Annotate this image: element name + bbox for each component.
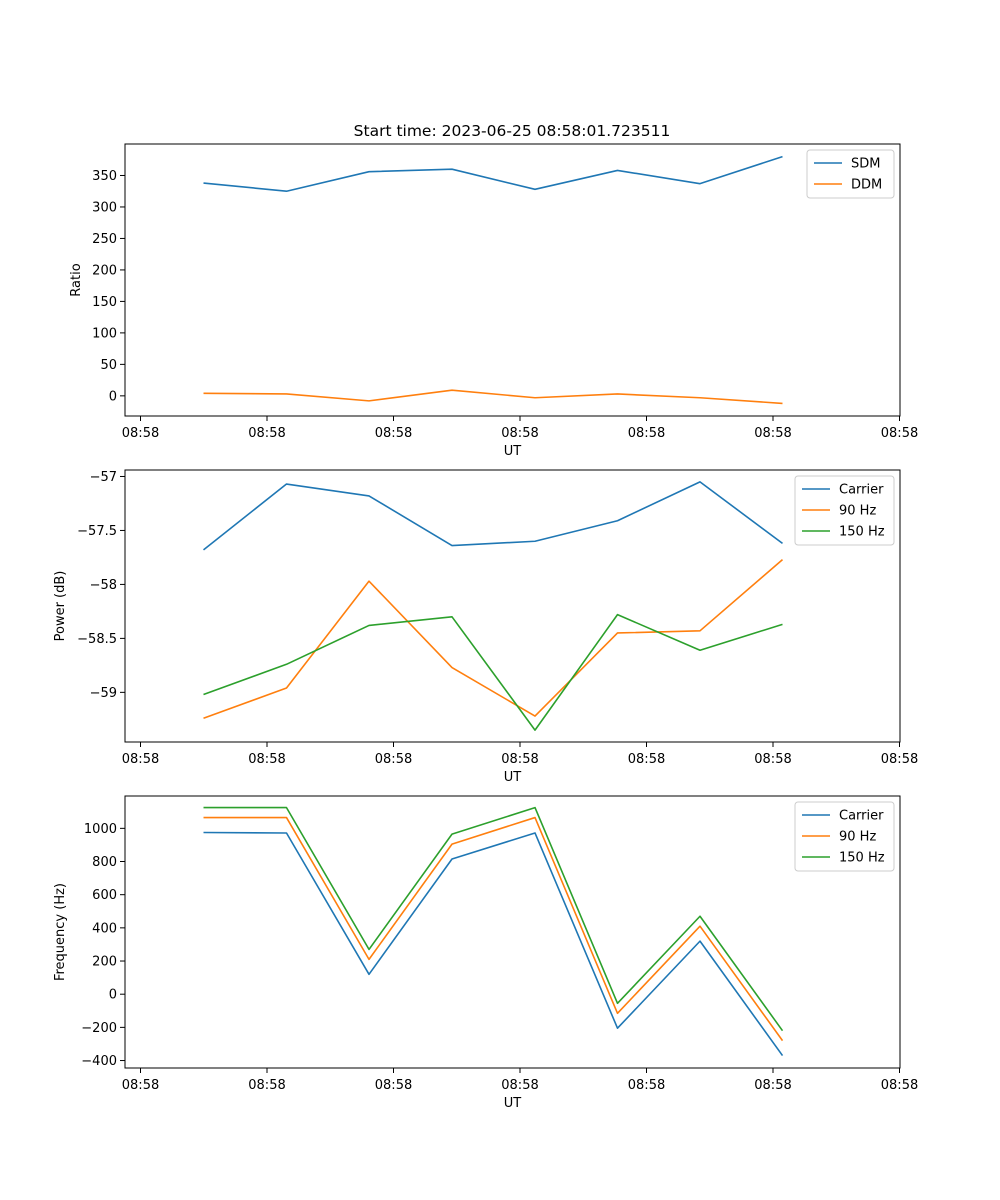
plot-frame (124, 795, 901, 1069)
x-tick-label: 08:58 (501, 1078, 538, 1093)
chart-panel-2: −59 −58.5 −58 −57.5 −57 08:58 08:58 08:58 08:58 0… (53, 469, 918, 785)
x-tick-label: 08:58 (628, 752, 665, 767)
y-tick-label: 800 (92, 855, 117, 870)
x-tick-label: 08:58 (122, 752, 159, 767)
legend-entry: 150 Hz (839, 525, 885, 540)
chart-panel-1: 0 50 100 150 200 250 300 350 08:58 08:58 08:58 08:5… (69, 143, 918, 459)
x-tick-label: 08:58 (881, 1078, 918, 1093)
x-tick-label: 08:58 (122, 1078, 159, 1093)
legend-entry: DDM (851, 178, 882, 193)
y-tick-label: −59 (90, 686, 117, 701)
x-tick-label: 08:58 (881, 426, 918, 441)
series-line-150-hz (203, 613, 783, 731)
y-tick-label: 250 (92, 232, 117, 247)
y-tick-label: −57.5 (77, 524, 117, 539)
legend-entry: Carrier (839, 809, 884, 824)
x-tick-label: 08:58 (375, 752, 412, 767)
x-tick-label: 08:58 (375, 1078, 412, 1093)
x-tick-label: 08:58 (375, 426, 412, 441)
x-tick-label: 08:58 (881, 752, 918, 767)
series-line-carrier (203, 481, 783, 551)
x-tick-label: 08:58 (248, 426, 285, 441)
y-tick-label: 600 (92, 888, 117, 903)
x-axis-label: UT (504, 444, 522, 459)
y-axis-label: Power (dB) (53, 571, 68, 642)
x-tick-label: 08:58 (628, 1078, 665, 1093)
x-tick-label: 08:58 (754, 752, 791, 767)
figure-title: Start time: 2023-06-25 08:58:01.723511 (354, 122, 671, 140)
y-tick-label: 300 (92, 200, 117, 215)
legend: Carrier 90 Hz 150 Hz (794, 475, 895, 546)
y-tick-label: 1000 (84, 822, 117, 837)
x-tick-label: 08:58 (628, 426, 665, 441)
legend-box (794, 475, 895, 546)
y-tick-label: −58.5 (77, 632, 117, 647)
x-tick-label: 08:58 (501, 426, 538, 441)
y-tick-label: 0 (109, 389, 117, 404)
y-tick-label: 50 (100, 358, 117, 373)
series-line-carrier (203, 831, 784, 1057)
legend: Carrier 90 Hz 150 Hz (794, 801, 895, 872)
y-tick-label: 400 (92, 921, 117, 936)
legend-entry: SDM (851, 157, 880, 172)
y-tick-label: −400 (81, 1054, 117, 1069)
x-tick-label: 08:58 (754, 426, 791, 441)
legend-entry: 90 Hz (839, 830, 876, 845)
y-axis-label: Ratio (69, 263, 84, 296)
legend: SDM DDM (806, 149, 895, 199)
legend-entry: Carrier (839, 483, 884, 498)
x-axis-label: UT (504, 770, 522, 785)
legend-entry: 90 Hz (839, 504, 876, 519)
series-line-90-hz (203, 816, 784, 1042)
chart-panel-3: −400 −200 0 200 400 600 800 1000 08:58 08:58 08:58… (53, 795, 918, 1111)
y-tick-label: 200 (92, 955, 117, 970)
series-line-sdm (203, 155, 783, 193)
series-line-90-hz (203, 558, 784, 720)
y-tick-label: 150 (92, 295, 117, 310)
legend-entry: 150 Hz (839, 851, 885, 866)
x-tick-label: 08:58 (501, 752, 538, 767)
legend-box (794, 801, 895, 872)
y-tick-label: −57 (90, 470, 117, 485)
series-line-150-hz (203, 806, 784, 1032)
y-tick-label: −200 (81, 1021, 117, 1036)
y-tick-label: 0 (109, 988, 117, 1003)
y-tick-label: 350 (92, 169, 117, 184)
y-tick-label: −58 (90, 578, 117, 593)
x-axis-label: UT (504, 1096, 522, 1111)
y-tick-label: 200 (92, 263, 117, 278)
y-tick-label: 100 (92, 326, 117, 341)
series-line-ddm (203, 389, 783, 405)
plot-frame (124, 469, 901, 743)
x-tick-label: 08:58 (248, 752, 285, 767)
x-tick-label: 08:58 (754, 1078, 791, 1093)
x-tick-label: 08:58 (122, 426, 159, 441)
legend-box (806, 149, 895, 199)
x-tick-label: 08:58 (248, 1078, 285, 1093)
y-axis-label: Frequency (Hz) (53, 883, 68, 981)
plot-frame (124, 143, 901, 417)
